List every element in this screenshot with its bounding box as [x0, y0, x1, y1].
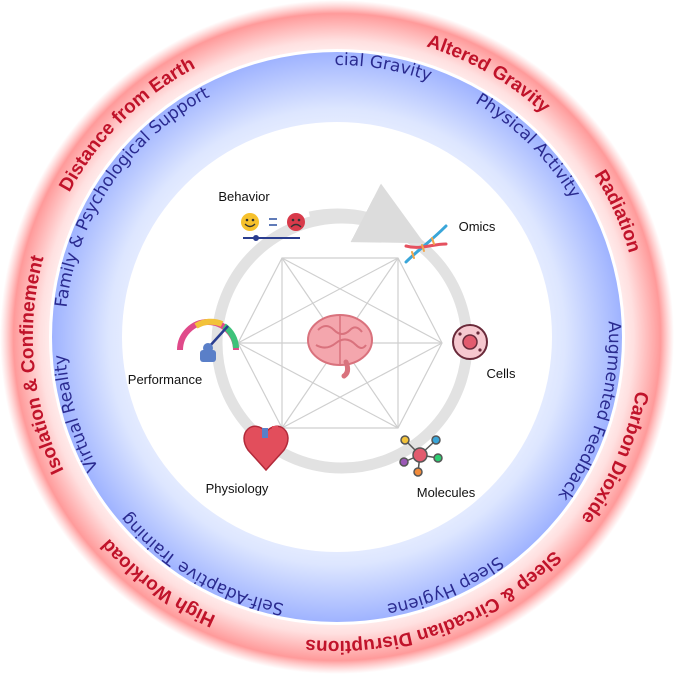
node-label-omics: Omics — [459, 219, 496, 234]
heart-icon — [243, 425, 289, 472]
node-label-physiology: Physiology — [206, 481, 269, 496]
cell-icon — [452, 324, 488, 360]
emoji-mood-slider-icon — [241, 213, 305, 241]
gauge-icon — [177, 318, 239, 362]
node-label-molecules: Molecules — [417, 485, 476, 500]
node-label-behavior: Behavior — [218, 189, 270, 204]
node-label-performance: Performance — [128, 372, 202, 387]
brain-icon — [307, 314, 373, 379]
molecule-icon — [399, 435, 443, 477]
node-label-cells: Cells — [487, 366, 516, 381]
cycle-arrow — [308, 183, 425, 244]
dna-helix-icon — [404, 224, 448, 264]
